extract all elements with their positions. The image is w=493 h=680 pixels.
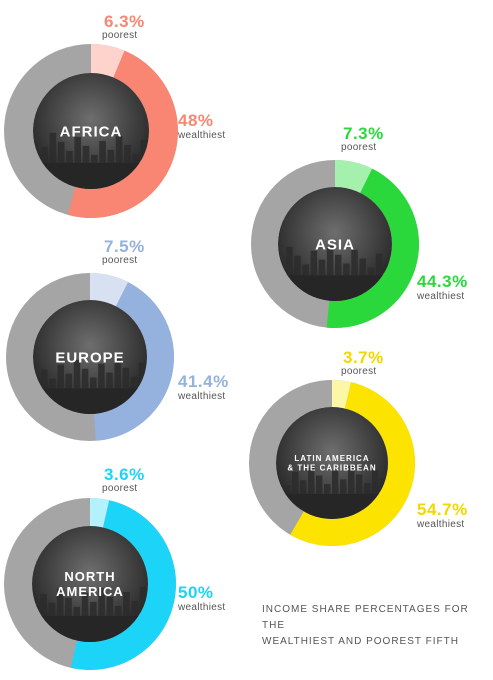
poorest-value: 7.5% — [104, 237, 145, 256]
slice-wealthiest — [326, 168, 419, 328]
wealthiest-value: 50% — [178, 583, 214, 602]
skyline-silhouette — [286, 245, 391, 276]
slice-wealthiest — [70, 500, 176, 670]
region-name: AFRICA — [60, 123, 123, 140]
donut-asia: ASIA — [251, 160, 419, 328]
chart-caption: INCOME SHARE PERCENTAGES FOR THE WEALTHI… — [262, 602, 492, 650]
wealthiest-value: 48% — [178, 111, 214, 130]
slice-poorest — [91, 44, 125, 78]
poorest-label: poorest — [102, 483, 138, 494]
wealthiest-label: wealthiest — [178, 602, 226, 613]
slice-wealthiest — [67, 50, 179, 218]
slice-poorest — [335, 160, 373, 193]
wealthiest-label: wealthiest — [417, 291, 465, 302]
poorest-value: 7.3% — [343, 124, 384, 143]
wealthiest-label: wealthiest — [178, 391, 226, 402]
skyline-silhouette — [41, 358, 146, 389]
wealthiest-value: 41.4% — [178, 372, 229, 391]
skyline-silhouette — [41, 132, 148, 163]
donut-europe: EUROPE — [6, 273, 174, 441]
region-name: NORTH — [64, 569, 115, 584]
caption-line-2: WEALTHIEST AND POOREST FIFTH — [262, 636, 459, 647]
wealthiest-value: 54.7% — [417, 500, 468, 519]
slice-poorest — [90, 498, 110, 528]
slice-poorest — [90, 273, 129, 307]
region-name: EUROPE — [55, 349, 124, 366]
wealthiest-value: 44.3% — [417, 272, 468, 291]
poorest-label: poorest — [102, 255, 138, 266]
wealthiest-label: wealthiest — [417, 519, 465, 530]
poorest-value: 6.3% — [104, 12, 145, 31]
poorest-label: poorest — [102, 30, 138, 41]
region-name: ASIA — [315, 236, 355, 253]
wealthiest-label: wealthiest — [178, 130, 226, 141]
poorest-label: poorest — [341, 366, 377, 377]
region-name: AMERICA — [56, 584, 124, 599]
slice-wealthiest — [290, 382, 416, 546]
poorest-value: 3.6% — [104, 465, 145, 484]
skyline-silhouette — [284, 465, 387, 494]
caption-line-1: INCOME SHARE PERCENTAGES FOR THE — [262, 604, 469, 631]
slice-poorest — [332, 380, 352, 409]
region-name: & THE CARIBBEAN — [287, 463, 376, 472]
skyline-silhouette — [40, 586, 147, 616]
poorest-value: 3.7% — [343, 348, 384, 367]
region-name: LATIN AMERICA — [294, 454, 369, 463]
slice-wealthiest — [93, 282, 174, 441]
donut-latin-america: LATIN AMERICA& THE CARIBBEAN — [249, 380, 416, 546]
poorest-label: poorest — [341, 142, 377, 153]
donut-africa: AFRICA — [4, 44, 179, 218]
